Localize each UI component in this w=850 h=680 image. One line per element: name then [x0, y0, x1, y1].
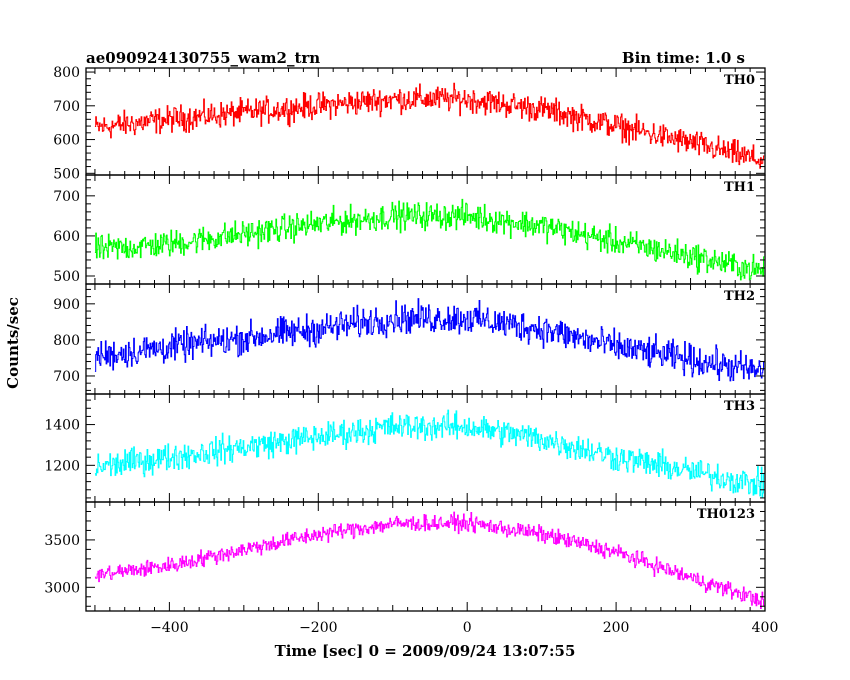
figure-title-left: ae090924130755_wam2_trn [86, 49, 320, 67]
x-tick-label: 400 [752, 620, 779, 636]
y-tick-label: 1200 [44, 458, 80, 474]
y-tick-label: 500 [53, 269, 80, 285]
panel-frame [85, 67, 766, 176]
panel-frame [85, 501, 766, 612]
x-tick-label: −200 [299, 620, 337, 636]
y-tick-label: 1400 [44, 418, 80, 434]
y-tick-label: 900 [53, 297, 80, 313]
y-tick-label: 3000 [44, 580, 80, 596]
y-tick-label: 800 [53, 333, 80, 349]
series-line-th0 [94, 82, 765, 169]
panel-label: TH2 [724, 289, 755, 304]
x-tick-labels: −400 −200 0 200 400 [150, 620, 778, 636]
panel-th0123: TH0123 3000 3500 [44, 501, 766, 612]
y-tick-label: 500 [53, 166, 80, 182]
panel-th3: TH3 1200 1400 [44, 393, 766, 503]
x-axis-label: Time [sec] 0 = 2009/09/24 13:07:55 [275, 642, 576, 660]
y-tick-label: 700 [53, 99, 80, 115]
panel-th1: TH1 500 600 700 [53, 174, 766, 285]
figure-title-right: Bin time: 1.0 s [622, 49, 745, 67]
series-line-th2 [94, 298, 765, 382]
panel-label: TH0 [724, 73, 755, 88]
y-tick-label: 700 [53, 369, 80, 385]
panel-label: TH0123 [697, 507, 755, 522]
y-tick-label: 3500 [44, 533, 80, 549]
y-tick-label: 700 [53, 189, 80, 205]
x-tick-label: 0 [463, 620, 472, 636]
series-line-th3 [94, 409, 765, 498]
y-axis-label: Counts/sec [4, 297, 22, 389]
series-line-th0123 [94, 511, 765, 609]
panel-label: TH3 [724, 399, 755, 414]
panel-stack: TH0500600700800TH1500600700TH2700800900T… [44, 65, 766, 612]
y-tick-label: 600 [53, 133, 80, 149]
panel-th2: TH2 700 800 900 [53, 283, 766, 395]
y-tick-label: 600 [53, 229, 80, 245]
x-tick-label: −400 [150, 620, 188, 636]
x-tick-label: 200 [603, 620, 630, 636]
y-tick-label: 800 [53, 65, 80, 81]
series-line-th1 [94, 198, 765, 281]
panel-label: TH1 [724, 180, 755, 195]
panel-th0: TH0 500 600 700 800 [53, 65, 766, 182]
